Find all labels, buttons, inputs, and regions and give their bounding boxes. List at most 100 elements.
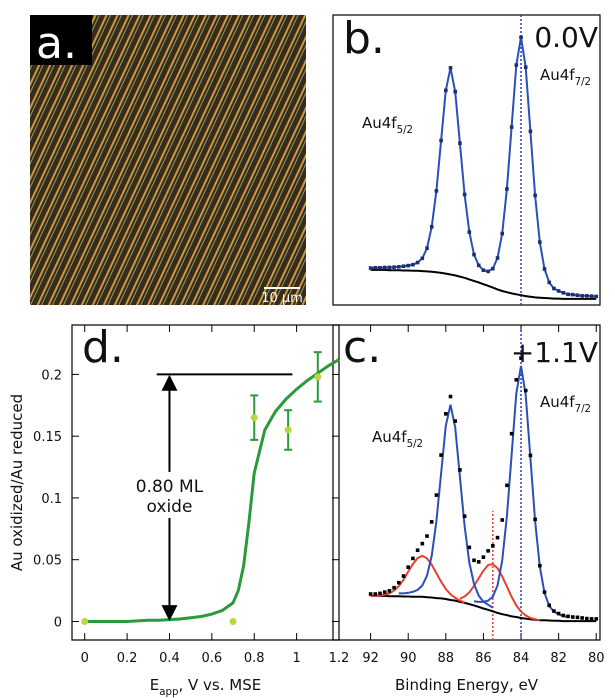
data-point xyxy=(467,230,472,234)
peak-label: Au4f5/2 xyxy=(362,114,413,136)
data-point xyxy=(368,266,373,270)
data-point xyxy=(561,613,566,618)
text-part: 5/2 xyxy=(397,125,413,136)
text-part: Au4f xyxy=(540,66,575,84)
data-point xyxy=(556,611,561,616)
data-point xyxy=(570,615,575,619)
peak-label: Au4f7/2 xyxy=(540,66,591,88)
y-axis-label: Au oxidized/Au reduced xyxy=(8,394,26,571)
data-point xyxy=(589,617,594,621)
panel-label: c. xyxy=(343,322,381,373)
data-point xyxy=(500,518,505,522)
data-point xyxy=(486,269,490,274)
data-point xyxy=(472,252,476,257)
x-axis-label: Binding Energy, eV xyxy=(395,676,539,694)
x-tick-label: 0.8 xyxy=(244,651,265,666)
data-point xyxy=(580,616,584,620)
peak-label: Au4f7/2 xyxy=(540,393,591,415)
x-tick-label: 0.2 xyxy=(117,651,138,666)
data-point xyxy=(382,265,387,270)
data-point xyxy=(401,574,406,578)
plot-frame xyxy=(332,14,601,306)
data-point xyxy=(481,555,486,559)
data-point xyxy=(523,388,528,393)
condition-label: +1.1V xyxy=(511,336,598,369)
text-part: 5/2 xyxy=(407,439,423,450)
data-point xyxy=(538,563,542,568)
data-point xyxy=(373,592,378,596)
data-point xyxy=(387,589,392,593)
data-point xyxy=(462,514,467,519)
data-point xyxy=(420,256,425,261)
x-tick-label: 82 xyxy=(550,651,567,666)
data-point xyxy=(486,549,490,553)
data-point xyxy=(575,615,580,620)
data-point xyxy=(397,265,401,269)
x-tick-label: 88 xyxy=(438,651,455,666)
data-point xyxy=(444,412,448,416)
data-point xyxy=(509,125,514,129)
data-point xyxy=(481,268,486,272)
data-point xyxy=(523,65,528,69)
data-point xyxy=(514,378,519,382)
data-point xyxy=(448,66,453,70)
data-point xyxy=(585,616,589,621)
data-point xyxy=(585,294,589,298)
x-tick-label: 84 xyxy=(513,651,530,666)
data-point xyxy=(444,88,448,93)
text-part: Au4f xyxy=(362,114,397,132)
data-point xyxy=(406,263,411,268)
data-point xyxy=(476,560,481,564)
data-point xyxy=(594,617,599,621)
plot-frame xyxy=(71,324,340,641)
data-point xyxy=(500,231,505,236)
data-point xyxy=(519,35,523,40)
x-tick-label: 1 xyxy=(292,651,300,666)
data-point xyxy=(458,468,462,472)
x-axis-label: Eapp, V vs. MSE xyxy=(150,676,261,698)
data-point xyxy=(528,129,533,134)
annotation-text: oxide xyxy=(147,497,193,517)
data-point xyxy=(392,585,396,590)
data-point xyxy=(411,262,415,267)
data-point xyxy=(570,292,575,297)
data-point xyxy=(538,240,542,244)
data-point xyxy=(434,493,439,497)
text-part: 7/2 xyxy=(575,404,591,415)
spectrum-line xyxy=(398,404,494,609)
data-point xyxy=(250,414,258,422)
peak-label: Au4f5/2 xyxy=(372,428,423,450)
spectrum-line xyxy=(370,554,465,604)
data-point xyxy=(472,558,476,563)
data-point xyxy=(580,294,584,298)
y-tick-label: 0.15 xyxy=(33,430,62,445)
data-point xyxy=(420,541,425,546)
data-point xyxy=(491,266,495,271)
x-tick-label: 92 xyxy=(362,651,379,666)
text-part: Au4f xyxy=(540,393,575,411)
y-tick-label: 0.2 xyxy=(41,368,62,383)
data-point xyxy=(429,520,434,524)
data-point xyxy=(552,609,556,613)
data-point xyxy=(505,187,509,191)
data-point xyxy=(547,603,552,608)
spectrum-line xyxy=(370,594,597,623)
data-point xyxy=(467,545,472,550)
data-point xyxy=(514,63,519,67)
x-tick-label: 86 xyxy=(475,651,492,666)
text-part: E xyxy=(150,676,159,694)
data-point xyxy=(401,264,406,269)
data-point xyxy=(314,373,322,381)
data-point xyxy=(378,591,382,596)
fit-curve xyxy=(84,358,340,623)
data-point xyxy=(392,265,396,269)
data-point xyxy=(547,280,552,285)
condition-label: 0.0V xyxy=(534,21,598,54)
data-point xyxy=(533,517,537,522)
data-point xyxy=(81,617,89,625)
data-point xyxy=(542,267,547,271)
scale-bar-label: 10 µm xyxy=(261,291,303,306)
data-point xyxy=(434,189,439,193)
data-point xyxy=(397,580,401,585)
